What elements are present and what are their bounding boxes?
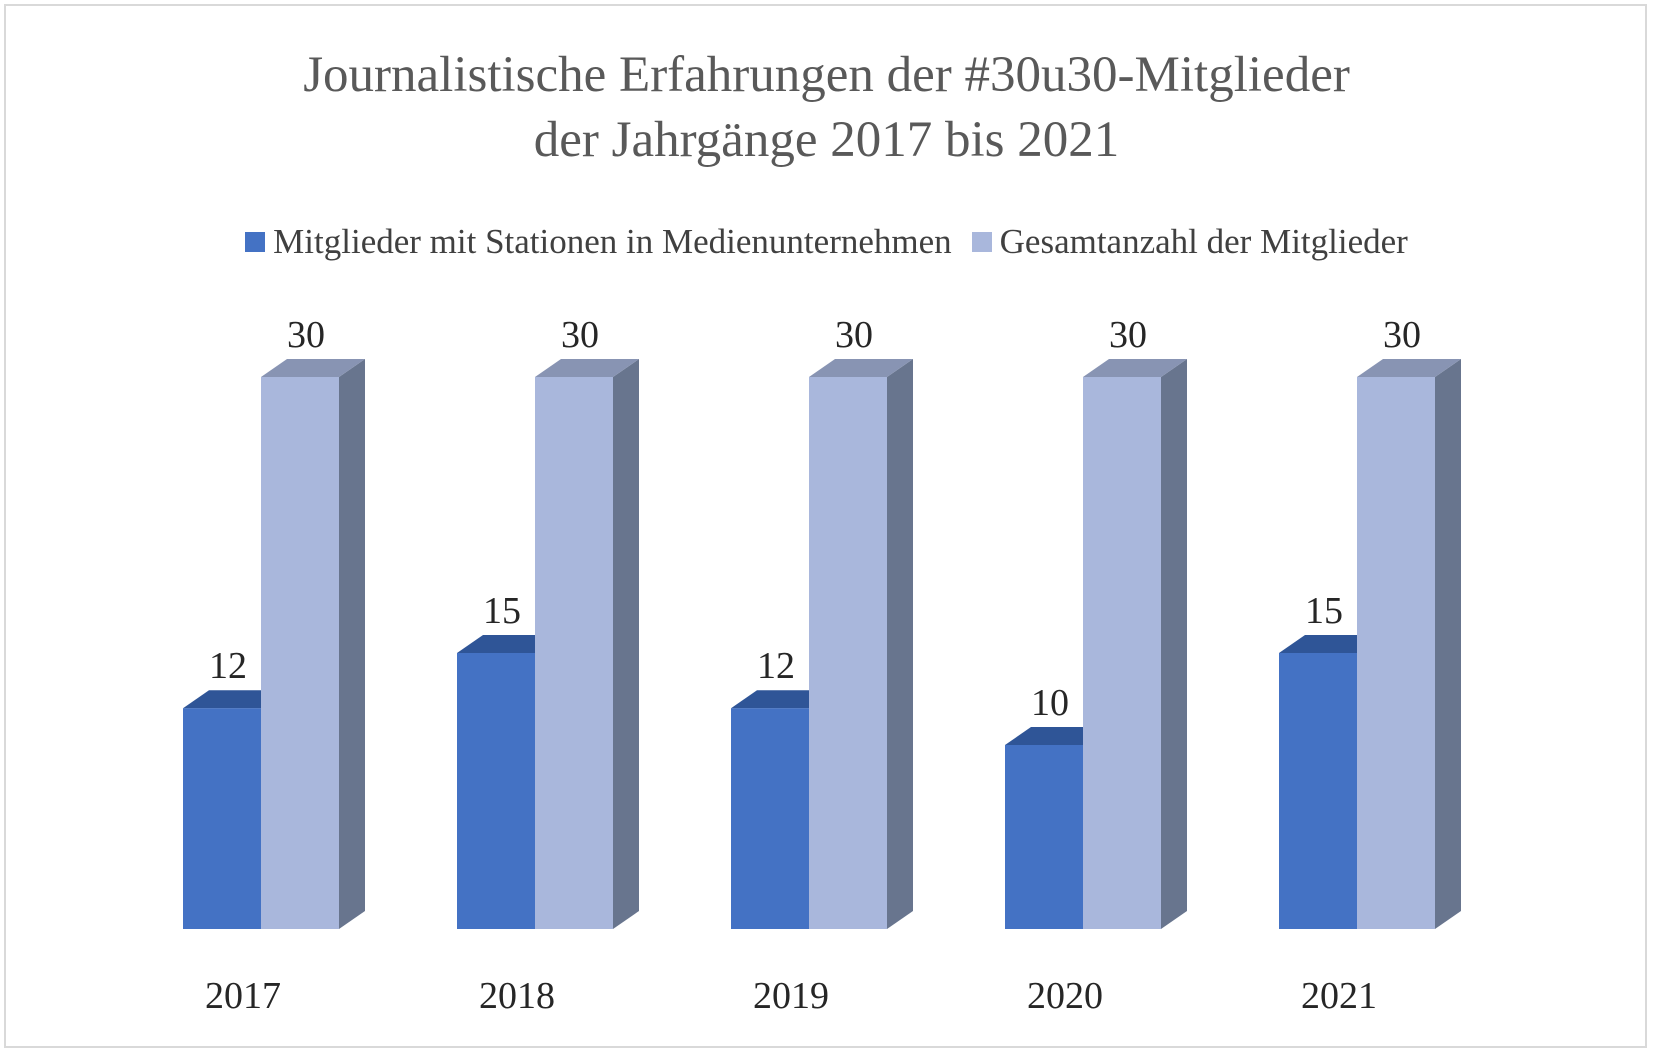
bar-top-2018-series-2 <box>535 359 639 377</box>
value-label-2019-series-2: 30 <box>835 314 873 356</box>
category-label-2017: 2017 <box>205 975 281 1017</box>
chart-title-line-2: der Jahrgänge 2017 bis 2021 <box>533 112 1120 168</box>
value-label-2020-series-1: 10 <box>1031 682 1069 724</box>
category-label-2021: 2021 <box>1301 975 1377 1017</box>
category-label-2018: 2018 <box>479 975 555 1017</box>
bar-2017-series-2 <box>261 377 339 929</box>
legend-swatch-series-2 <box>971 232 992 252</box>
bar-top-2020-series-2 <box>1083 359 1187 377</box>
chart-legend: Mitglieder mit Stationen in Medienuntern… <box>0 222 1653 262</box>
bar-2019-series-2 <box>809 377 887 929</box>
legend-item-series-2: Gesamtanzahl der Mitglieder <box>971 222 1408 262</box>
legend-swatch-series-1 <box>245 232 266 252</box>
legend-label-series-2: Gesamtanzahl der Mitglieder <box>999 222 1408 261</box>
bar-side-2020-series-2 <box>1161 359 1187 929</box>
bar-2020-series-1 <box>1005 745 1083 929</box>
bar-side-2019-series-2 <box>887 359 913 929</box>
bar-2021-series-1 <box>1279 653 1357 929</box>
value-label-2021-series-2: 30 <box>1383 314 1421 356</box>
value-label-2017-series-2: 30 <box>287 314 325 356</box>
value-label-2021-series-1: 15 <box>1305 590 1343 632</box>
bar-side-2021-series-2 <box>1435 359 1461 929</box>
bar-top-2021-series-2 <box>1357 359 1461 377</box>
bar-2018-series-1 <box>457 653 535 929</box>
bar-2020-series-2 <box>1083 377 1161 929</box>
category-label-2020: 2020 <box>1027 975 1103 1017</box>
chart-title-line-1: Journalistische Erfahrungen der #30u30-M… <box>303 47 1350 103</box>
bar-side-2018-series-2 <box>613 359 639 929</box>
bar-side-2017-series-2 <box>339 359 365 929</box>
legend-item-series-1: Mitglieder mit Stationen in Medienuntern… <box>245 222 952 262</box>
bar-2019-series-1 <box>731 708 809 929</box>
legend-label-series-1: Mitglieder mit Stationen in Medienuntern… <box>273 222 952 261</box>
value-label-2018-series-1: 15 <box>483 590 521 632</box>
bar-top-2019-series-2 <box>809 359 913 377</box>
value-label-2019-series-1: 12 <box>757 645 795 687</box>
bar-2017-series-1 <box>183 708 261 929</box>
bar-2018-series-2 <box>535 377 613 929</box>
value-label-2018-series-2: 30 <box>561 314 599 356</box>
bar-2021-series-2 <box>1357 377 1435 929</box>
value-label-2017-series-1: 12 <box>209 645 247 687</box>
bar-top-2017-series-2 <box>261 359 365 377</box>
value-label-2020-series-2: 30 <box>1109 314 1147 356</box>
category-label-2019: 2019 <box>753 975 829 1017</box>
